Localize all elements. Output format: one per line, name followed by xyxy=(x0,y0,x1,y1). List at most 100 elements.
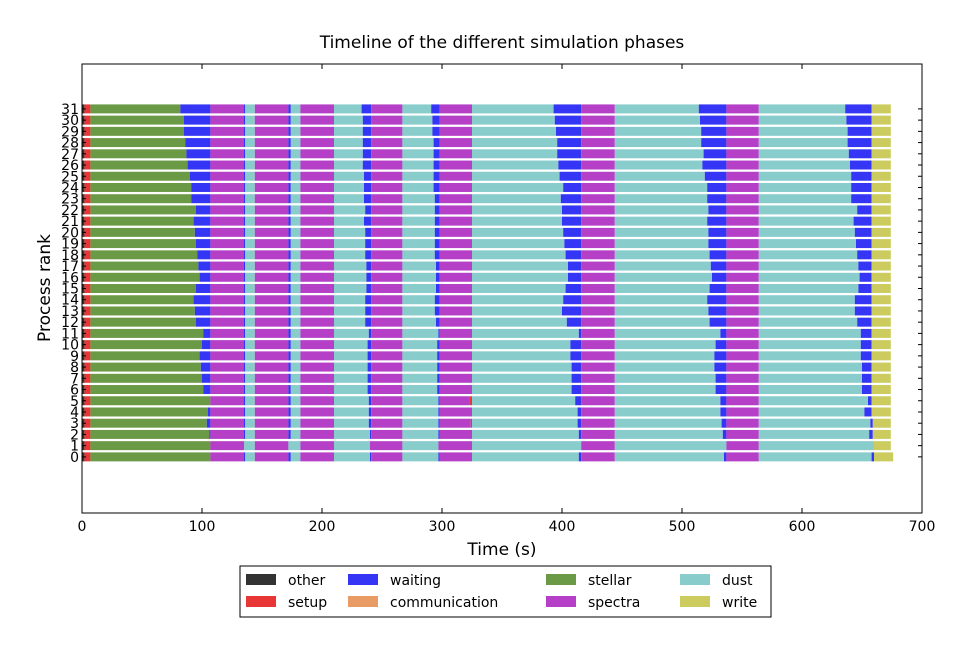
bar-segment-setup xyxy=(84,317,91,327)
bar-segment-spectra xyxy=(439,227,472,237)
bar-segment-spectra xyxy=(254,284,289,293)
bar-segment-spectra xyxy=(210,396,244,406)
bar-segment-spectra xyxy=(581,239,615,249)
bar-segment-waiting xyxy=(562,306,582,316)
bar-segment-spectra xyxy=(371,295,403,305)
bar-segment-waiting xyxy=(193,295,211,305)
y-tick-label: 4 xyxy=(70,405,79,421)
bar-segment-write xyxy=(871,340,891,350)
bar-segment-spectra xyxy=(300,284,334,293)
y-tick-label: 18 xyxy=(61,248,79,264)
bar-segment-dust xyxy=(334,295,366,305)
x-tick-label: 500 xyxy=(669,519,696,535)
bar-segment-dust xyxy=(402,272,436,282)
bar-segment-waiting xyxy=(848,149,872,159)
bar-segment-waiting xyxy=(703,149,727,159)
bar-segment-spectra xyxy=(254,295,289,305)
bar-segment-dust xyxy=(245,194,255,204)
bar-segment-spectra xyxy=(581,261,615,271)
bar-segment-spectra xyxy=(254,418,289,428)
bar-segment-spectra xyxy=(371,407,403,417)
bar-segment-spectra xyxy=(254,149,289,159)
bar-segment-spectra xyxy=(726,295,759,305)
bar-segment-spectra xyxy=(726,340,759,350)
bar-segment-waiting xyxy=(288,418,291,428)
bar-segment-dust xyxy=(290,385,301,395)
bar-segment-spectra xyxy=(439,407,472,417)
bar-segment-write xyxy=(871,385,891,395)
bar-segment-waiting xyxy=(186,149,211,159)
bar-segment-spectra xyxy=(210,239,244,249)
bar-segment-waiting xyxy=(575,396,582,406)
bar-segment-spectra xyxy=(300,138,334,148)
bar-segment-setup xyxy=(84,418,91,428)
bar-segment-dust xyxy=(758,295,855,305)
bar-segment-spectra xyxy=(210,160,244,170)
bar-segment-spectra xyxy=(439,126,472,136)
legend-label-communication: communication xyxy=(390,595,498,611)
y-tick-label: 7 xyxy=(70,371,79,387)
bar-segment-dust xyxy=(402,104,432,114)
bar-segment-waiting xyxy=(564,239,582,249)
bar-segment-spectra xyxy=(581,182,615,192)
bar-segment-dust xyxy=(614,104,699,114)
bar-segment-setup xyxy=(84,362,91,372)
bar-segment-dust xyxy=(290,418,301,428)
bar-segment-dust xyxy=(472,194,561,204)
bar-segment-waiting xyxy=(288,429,291,439)
bar-segment-dust xyxy=(334,429,370,439)
bar-segment-spectra xyxy=(254,328,289,338)
bar-segment-spectra xyxy=(439,216,472,226)
bar-segment-stellar xyxy=(90,227,195,237)
bar-segment-waiting xyxy=(364,171,372,181)
bar-segment-spectra xyxy=(726,149,759,159)
bar-segment-setup xyxy=(84,227,91,237)
bar-segment-spectra xyxy=(300,171,334,181)
bar-segment-waiting xyxy=(288,171,291,181)
bar-segment-spectra xyxy=(300,385,334,395)
bar-segment-dust xyxy=(334,452,370,462)
bar-segment-dust xyxy=(472,138,558,148)
bar-segment-spectra xyxy=(254,126,289,136)
bar-segment-waiting xyxy=(288,149,291,159)
bar-segment-waiting xyxy=(244,194,246,204)
bar-segment-spectra xyxy=(726,126,759,136)
bar-segment-dust xyxy=(402,396,439,406)
bar-segment-spectra xyxy=(726,418,759,428)
bar-segment-spectra xyxy=(439,205,472,215)
bar-segment-spectra xyxy=(439,194,472,204)
bar-segment-dust xyxy=(614,373,716,383)
bar-segment-waiting xyxy=(244,126,246,136)
bar-segment-spectra xyxy=(581,205,615,215)
bar-segment-dust xyxy=(402,216,435,226)
bar-segment-waiting xyxy=(720,328,727,338)
bar-segment-spectra xyxy=(371,373,403,383)
bar-segment-waiting xyxy=(288,160,291,170)
bar-segment-dust xyxy=(472,216,562,226)
bar-segment-waiting xyxy=(710,261,727,271)
bar-segment-spectra xyxy=(581,385,615,395)
bar-segment-dust xyxy=(472,407,578,417)
bar-segment-waiting xyxy=(368,396,372,406)
bar-segment-spectra xyxy=(726,328,759,338)
y-tick-label: 1 xyxy=(70,439,79,455)
y-tick-label: 30 xyxy=(61,113,79,129)
bar-segment-spectra xyxy=(210,149,244,159)
bar-segment-write xyxy=(871,126,891,136)
bar-segment-waiting xyxy=(366,284,372,293)
bar-segment-waiting xyxy=(571,373,582,383)
bar-segment-spectra xyxy=(371,126,403,136)
bar-segment-spectra xyxy=(439,171,472,181)
bar-segment-dust xyxy=(245,272,255,282)
bar-segment-dust xyxy=(288,441,301,451)
bar-segment-spectra xyxy=(300,328,334,338)
bar-segment-spectra xyxy=(254,306,289,316)
bar-segment-dust xyxy=(334,340,368,350)
bar-segment-waiting xyxy=(244,418,246,428)
bar-segment-dust xyxy=(290,261,301,271)
bar-segment-dust xyxy=(472,205,562,215)
bar-segment-spectra xyxy=(300,407,334,417)
bar-segment-spectra xyxy=(726,351,759,361)
bar-segment-waiting xyxy=(700,115,727,125)
bar-segment-waiting xyxy=(288,227,291,237)
